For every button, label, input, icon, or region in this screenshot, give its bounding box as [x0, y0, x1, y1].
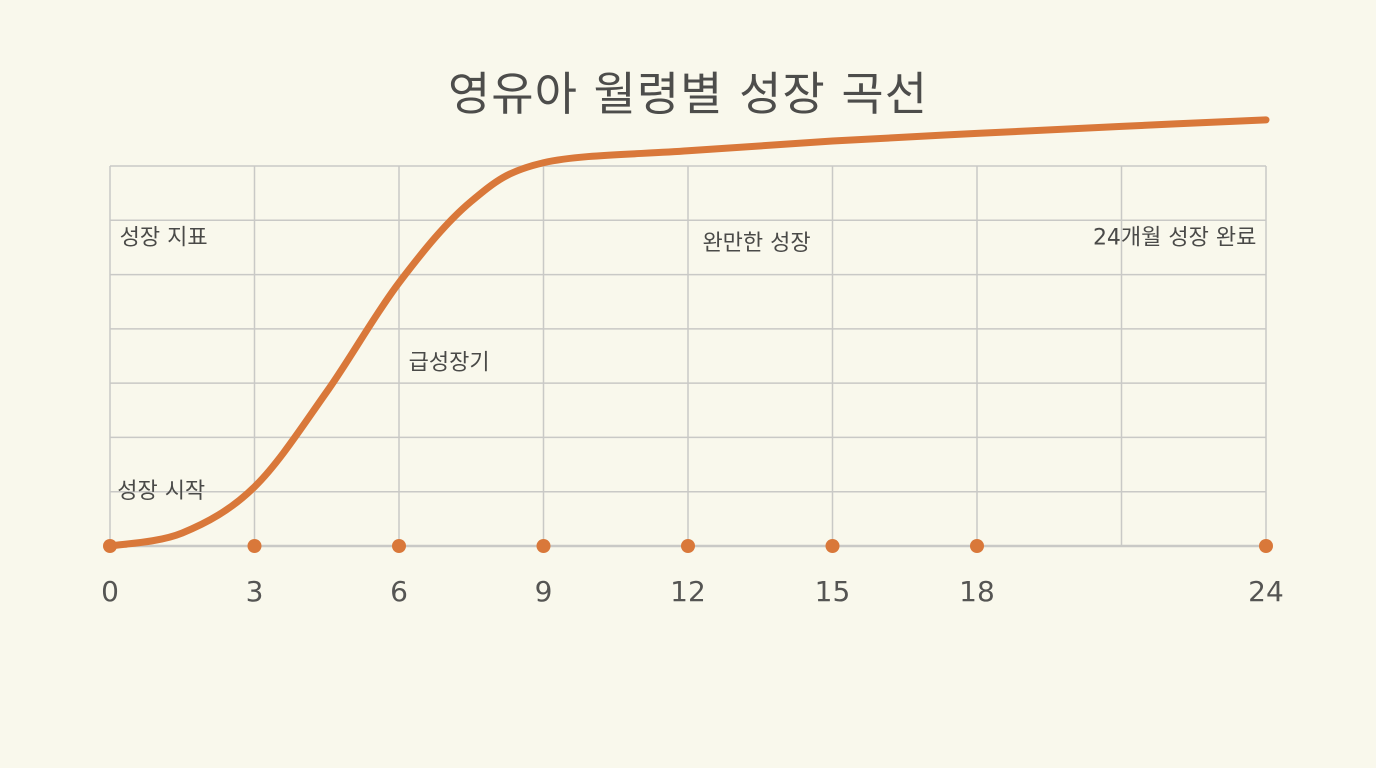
chart-title: 영유아 월령별 성장 곡선: [447, 67, 929, 121]
x-tick-label: 0: [101, 575, 119, 608]
x-tick-label: 9: [535, 575, 553, 608]
axis-marker-point: [970, 539, 984, 553]
axis-marker-point: [392, 539, 406, 553]
x-tick-label: 24: [1248, 575, 1284, 608]
x-tick-label: 6: [390, 575, 408, 608]
x-tick-label: 15: [815, 575, 851, 608]
chart-annotation: 급성장기: [409, 351, 490, 376]
x-tick-label: 3: [246, 575, 264, 608]
axis-marker-point: [825, 539, 840, 553]
axis-marker-point: [681, 539, 695, 553]
chart-annotation: 성장 지표: [120, 226, 208, 251]
growth-curve-line: [106, 116, 1270, 550]
chart-annotation: 24개월 성장 완료: [1093, 226, 1256, 251]
axis-marker-point: [103, 539, 117, 553]
chart-annotation: 성장 시작: [117, 479, 205, 504]
x-tick-label: 12: [670, 575, 706, 608]
chart-annotation: 완만한 성장: [702, 231, 810, 256]
axis-marker-point: [536, 539, 551, 553]
axis-marker-point: [247, 539, 262, 553]
axis-marker-point: [1259, 539, 1273, 553]
x-tick-label: 18: [959, 575, 995, 608]
